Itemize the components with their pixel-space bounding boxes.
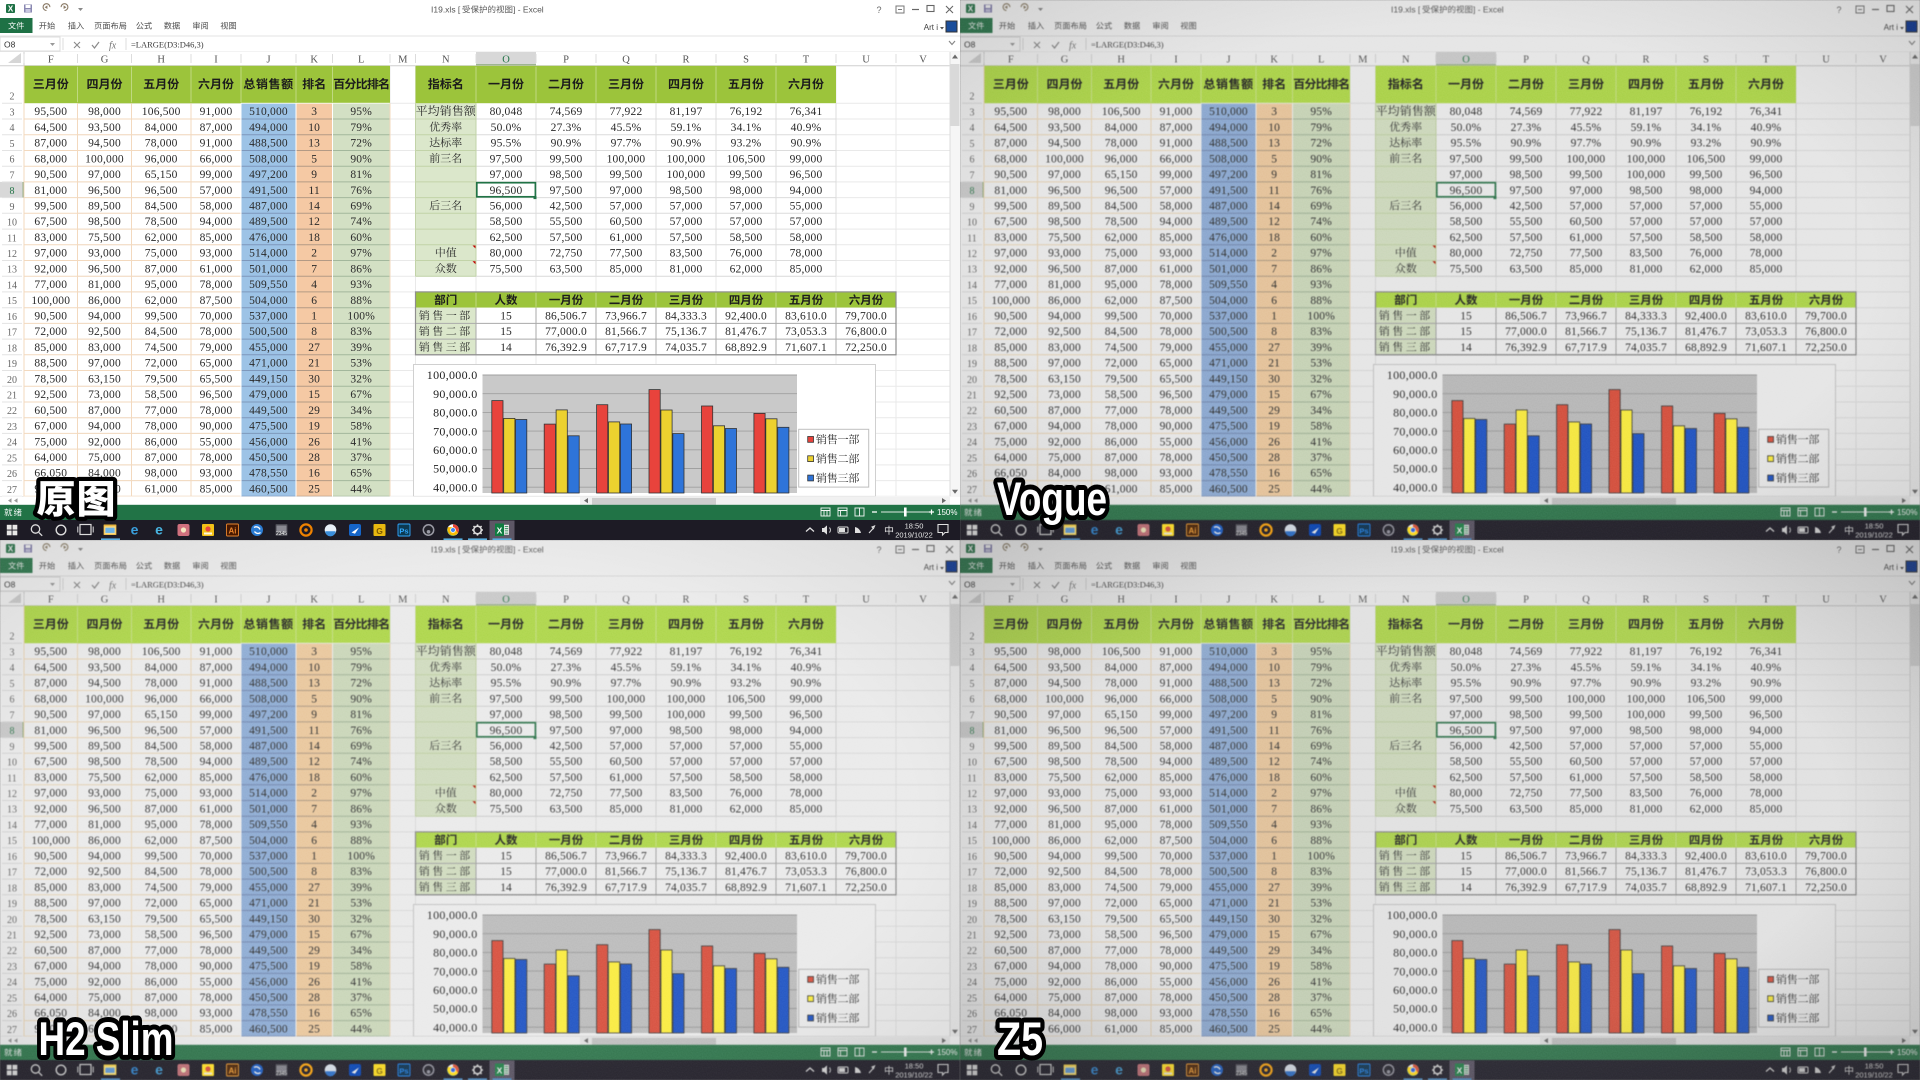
svg-text:H2 Slim: H2 Slim <box>39 1012 174 1065</box>
svg-text:Z5: Z5 <box>997 1012 1043 1065</box>
svg-text:Vogue: Vogue <box>997 472 1107 525</box>
